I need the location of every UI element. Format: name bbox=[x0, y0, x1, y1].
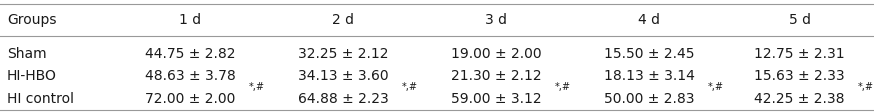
Text: 32.25 ± 2.12: 32.25 ± 2.12 bbox=[298, 47, 388, 61]
Text: 44.75 ± 2.82: 44.75 ± 2.82 bbox=[145, 47, 235, 61]
Text: 64.88 ± 2.23: 64.88 ± 2.23 bbox=[298, 92, 388, 106]
Text: *,#: *,# bbox=[554, 82, 571, 92]
Text: 3 d: 3 d bbox=[485, 13, 507, 27]
Text: Groups: Groups bbox=[7, 13, 57, 27]
Text: HI-HBO: HI-HBO bbox=[7, 69, 57, 83]
Text: 4 d: 4 d bbox=[638, 13, 660, 27]
Text: 18.13 ± 3.14: 18.13 ± 3.14 bbox=[604, 69, 694, 83]
Text: 34.13 ± 3.60: 34.13 ± 3.60 bbox=[298, 69, 388, 83]
Text: Sham: Sham bbox=[7, 47, 46, 61]
Text: *,#: *,# bbox=[858, 82, 874, 92]
Text: *,#: *,# bbox=[248, 82, 265, 92]
Text: 1 d: 1 d bbox=[179, 13, 201, 27]
Text: 15.63 ± 2.33: 15.63 ± 2.33 bbox=[754, 69, 845, 83]
Text: 2 d: 2 d bbox=[332, 13, 354, 27]
Text: *,#: *,# bbox=[707, 82, 724, 92]
Text: 15.50 ± 2.45: 15.50 ± 2.45 bbox=[604, 47, 694, 61]
Text: 48.63 ± 3.78: 48.63 ± 3.78 bbox=[145, 69, 235, 83]
Text: *,#: *,# bbox=[401, 82, 418, 92]
Text: 42.25 ± 2.38: 42.25 ± 2.38 bbox=[754, 92, 845, 106]
Text: 50.00 ± 2.83: 50.00 ± 2.83 bbox=[604, 92, 694, 106]
Text: 21.30 ± 2.12: 21.30 ± 2.12 bbox=[451, 69, 541, 83]
Text: 19.00 ± 2.00: 19.00 ± 2.00 bbox=[451, 47, 541, 61]
Text: HI control: HI control bbox=[7, 92, 74, 106]
Text: 5 d: 5 d bbox=[788, 13, 811, 27]
Text: 59.00 ± 3.12: 59.00 ± 3.12 bbox=[451, 92, 541, 106]
Text: 12.75 ± 2.31: 12.75 ± 2.31 bbox=[754, 47, 845, 61]
Text: 72.00 ± 2.00: 72.00 ± 2.00 bbox=[145, 92, 235, 106]
